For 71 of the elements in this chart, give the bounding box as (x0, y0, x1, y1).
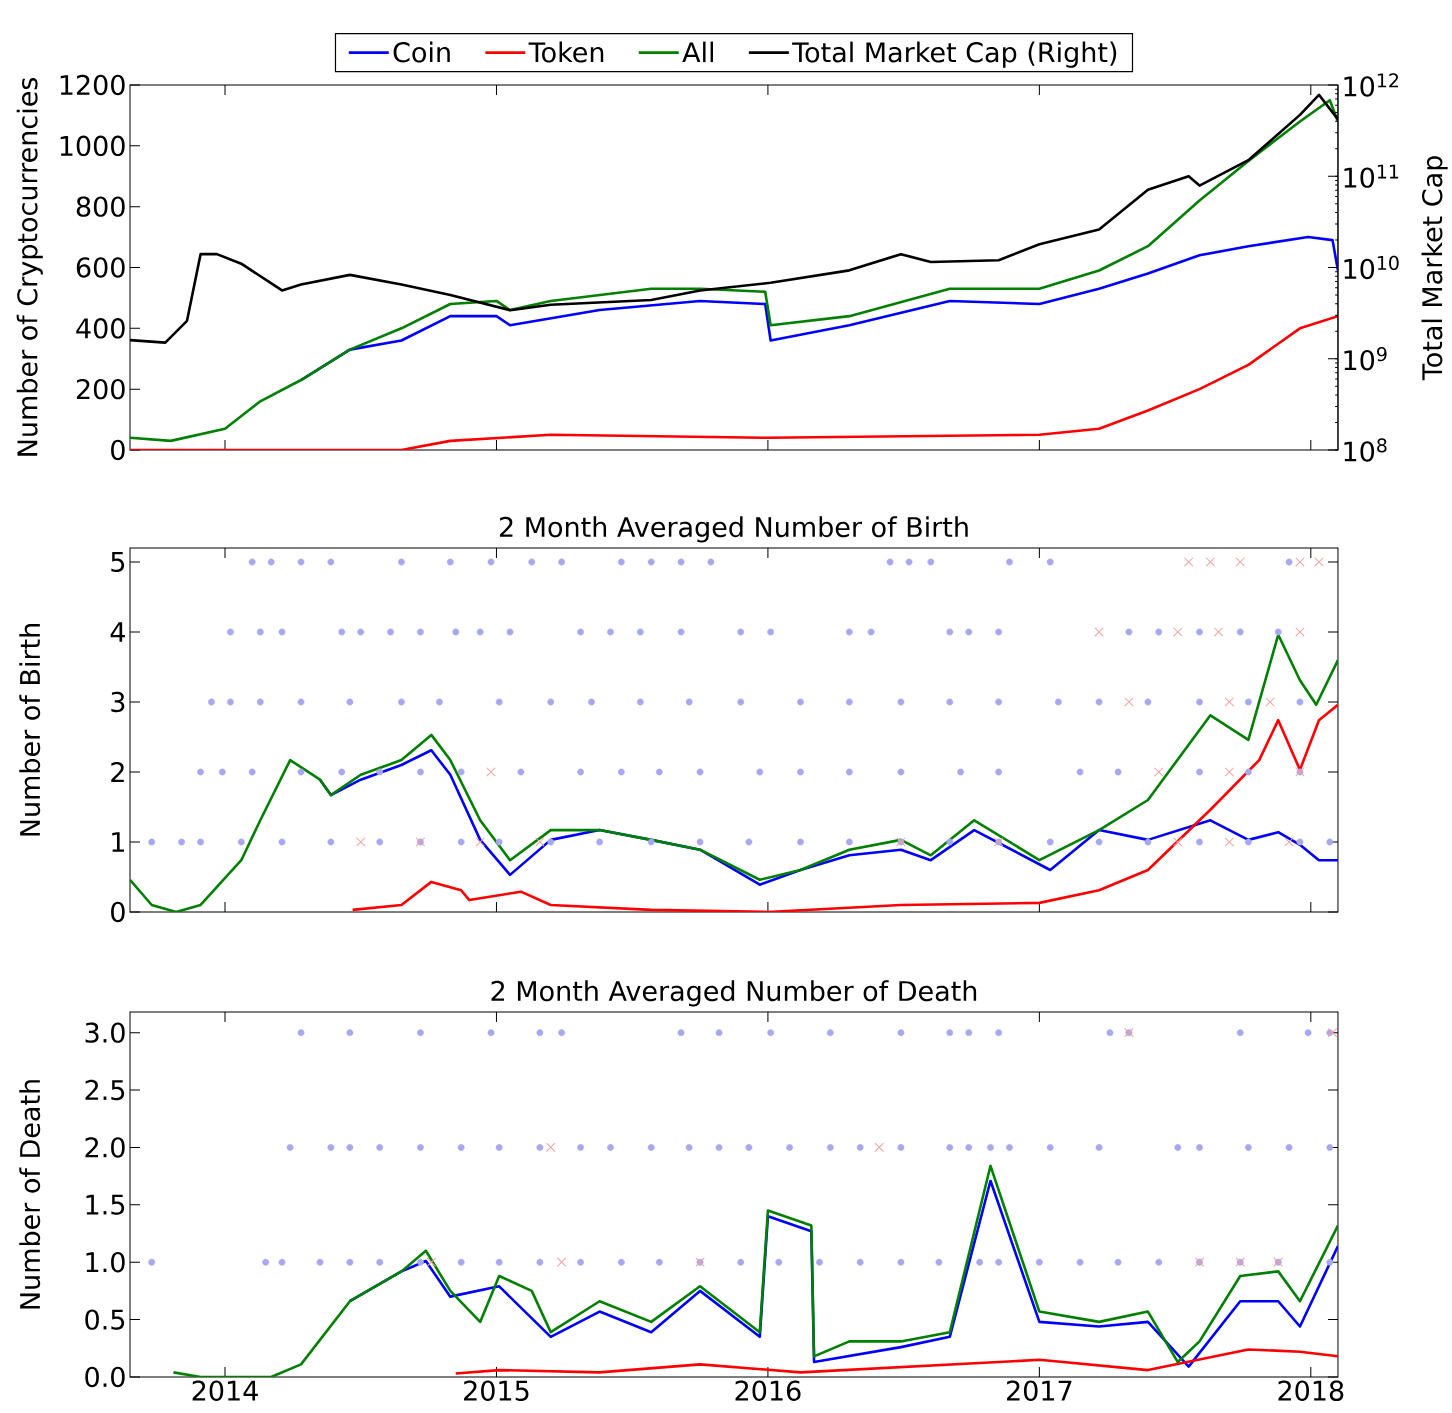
x-tick-label: 2017 (1006, 1380, 1072, 1401)
y-tick-label: 1.0 (86, 1251, 125, 1273)
y2-tick-label: 10$^{12}$ (1344, 73, 1398, 97)
point (1327, 1027, 1338, 1038)
y-tick-label: 800 (76, 196, 125, 217)
y-tick-label: 0.0 (85, 1366, 125, 1388)
y2-axis-title: Total Market Cap (1421, 156, 1448, 381)
chart-title: 2 Month Averaged Number of Death (491, 980, 977, 1007)
point (556, 1257, 567, 1267)
point (1173, 837, 1183, 847)
y-tick-label: 4 (110, 622, 125, 642)
point (1265, 697, 1275, 707)
point (1124, 697, 1134, 707)
y-tick-label: 400 (76, 318, 125, 339)
legend-label: All (682, 41, 714, 63)
y2-tick-label: 10$^{8}$ (1344, 438, 1387, 462)
x-tick-label: 2015 (464, 1380, 529, 1401)
y-tick-label: 3 (111, 691, 125, 713)
point (1173, 627, 1183, 637)
point (475, 837, 485, 847)
chart-title: 2 Month Averaged Number of Birth (499, 516, 968, 543)
point (1314, 557, 1324, 567)
line-series (454, 1348, 1338, 1375)
point (426, 1257, 437, 1267)
point (1205, 557, 1216, 567)
x-tick-label: 2014 (192, 1380, 258, 1401)
y-tick-label: 3.0 (85, 1022, 125, 1043)
y-tick-label: 2.0 (85, 1137, 125, 1158)
y-tick-label: 600 (76, 257, 125, 278)
point (1224, 697, 1235, 707)
point (1213, 627, 1224, 637)
point (1183, 557, 1194, 567)
x-tick-label: 2018 (1278, 1380, 1344, 1401)
point (1224, 767, 1235, 777)
point (1224, 837, 1235, 847)
y-tick-label: 5 (111, 551, 125, 573)
y2-tick-label: 10$^{9}$ (1344, 347, 1387, 371)
x-tick-label: 2016 (735, 1380, 801, 1401)
point (1295, 557, 1305, 567)
point (1154, 767, 1164, 777)
point (535, 837, 545, 847)
legend-label: Total Market Cap (Right) (792, 41, 1117, 68)
point (874, 1142, 884, 1153)
y-tick-label: 0.5 (85, 1309, 125, 1330)
legend-label: Token (528, 41, 604, 63)
y-tick-label: 2 (111, 761, 124, 782)
y-axis-title: Number of Cryptocurrencies (16, 77, 43, 456)
point (356, 837, 366, 847)
y2-tick-label: 10$^{10}$ (1344, 255, 1399, 280)
y-tick-label: 0 (111, 901, 125, 923)
line-series (172, 1164, 1338, 1377)
line-series (130, 314, 1338, 450)
y-tick-label: 200 (76, 378, 125, 400)
y-tick-label: 1 (112, 832, 124, 852)
line-series (351, 703, 1338, 912)
point (1284, 837, 1294, 847)
y-tick-label: 2.5 (85, 1079, 125, 1101)
point (1295, 627, 1305, 637)
point (486, 767, 496, 777)
y-tick-label: 0 (111, 439, 125, 461)
legend-label: Coin (393, 41, 450, 63)
y2-tick-label: 10$^{11}$ (1344, 164, 1399, 188)
y-tick-label: 1200 (60, 74, 125, 96)
point (1094, 627, 1104, 637)
y-tick-label: 1.5 (86, 1194, 125, 1215)
line-series (130, 98, 1338, 443)
point (546, 1142, 556, 1153)
y-axis-title: Number of Death (19, 1080, 41, 1309)
y-axis-title: Number of Birth (19, 624, 41, 836)
y-tick-label: 1000 (60, 135, 125, 157)
point (1235, 557, 1245, 567)
